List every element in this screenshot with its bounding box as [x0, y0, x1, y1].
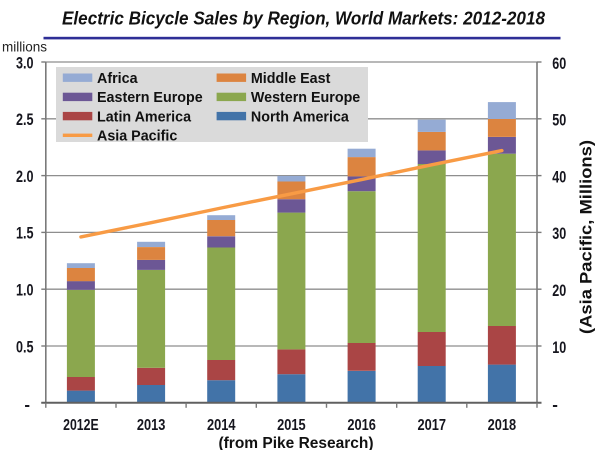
svg-text:1.5: 1.5 — [16, 224, 34, 243]
svg-text:1.0: 1.0 — [16, 281, 34, 300]
svg-text:3.0: 3.0 — [16, 53, 34, 72]
svg-text:(Asia Pacific, Millions): (Asia Pacific, Millions) — [577, 140, 596, 334]
svg-text:2018: 2018 — [488, 417, 517, 434]
svg-text:2015: 2015 — [277, 417, 306, 434]
svg-text:2014: 2014 — [207, 417, 236, 434]
svg-text:30: 30 — [552, 224, 566, 243]
svg-text:2013: 2013 — [137, 417, 166, 434]
svg-text:Eastern Europe: Eastern Europe — [97, 90, 203, 106]
svg-text:2012E: 2012E — [63, 417, 99, 434]
svg-text:20: 20 — [552, 281, 566, 300]
svg-text:Western Europe: Western Europe — [251, 90, 360, 106]
svg-text:Electric Bicycle Sales by Regi: Electric Bicycle Sales by Region, World … — [62, 7, 546, 28]
svg-text:Africa: Africa — [97, 71, 139, 87]
svg-text:North America: North America — [251, 109, 350, 125]
svg-text:10: 10 — [552, 338, 566, 357]
svg-text:-: - — [552, 395, 558, 414]
svg-text:40: 40 — [552, 167, 566, 186]
svg-text:(from Pike Research): (from Pike Research) — [218, 435, 373, 450]
svg-text:50: 50 — [552, 111, 566, 130]
svg-text:millions: millions — [2, 40, 47, 55]
svg-text:2017: 2017 — [417, 417, 446, 434]
svg-text:Asia Pacific: Asia Pacific — [97, 129, 177, 145]
svg-text:Latin America: Latin America — [97, 109, 192, 125]
svg-text:2.0: 2.0 — [16, 167, 34, 186]
svg-text:0.5: 0.5 — [16, 337, 34, 356]
svg-text:60: 60 — [552, 54, 566, 73]
svg-text:Middle East: Middle East — [251, 71, 331, 87]
svg-text:2016: 2016 — [347, 417, 376, 434]
svg-text:2.5: 2.5 — [16, 110, 34, 129]
svg-text:-: - — [24, 395, 30, 414]
